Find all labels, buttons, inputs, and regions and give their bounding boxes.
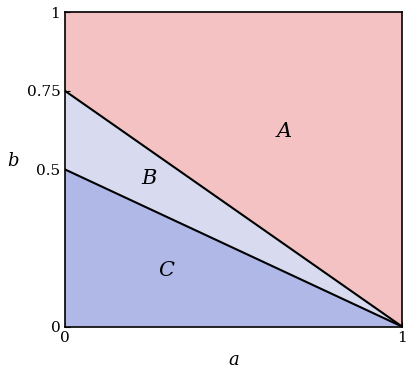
Polygon shape [65,170,401,327]
Text: A: A [276,122,291,141]
Text: C: C [158,261,174,280]
Polygon shape [65,91,401,327]
Polygon shape [65,12,401,327]
X-axis label: a: a [228,351,238,369]
Text: B: B [141,170,157,188]
Y-axis label: b: b [7,152,19,170]
